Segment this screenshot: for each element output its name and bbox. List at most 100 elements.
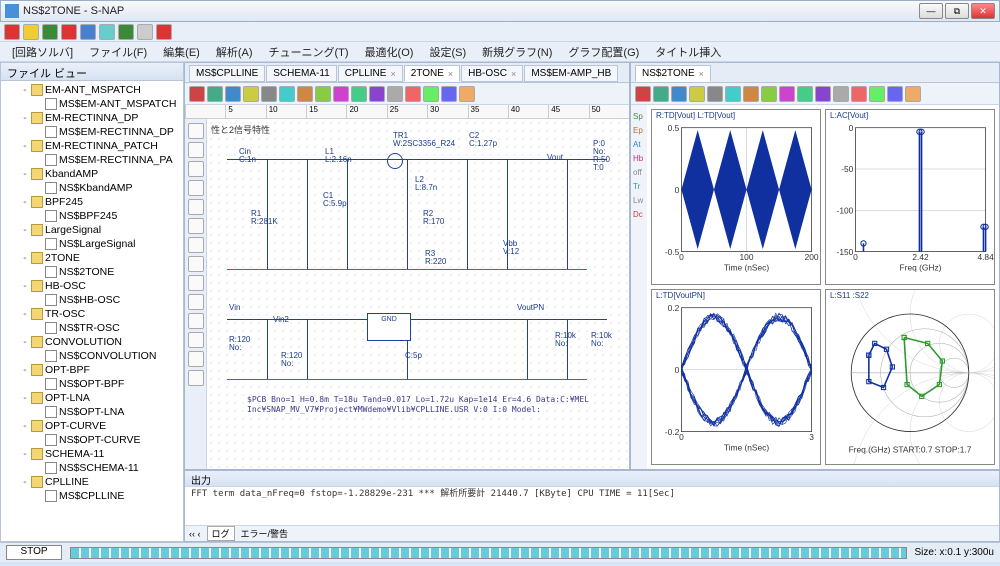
file-tree[interactable]: -EM-ANT_MSPATCHMS$EM-ANT_MSPATCH-EM-RECT… — [1, 81, 183, 541]
tree-node[interactable]: -EM-RECTINNA_DP — [1, 111, 183, 125]
menu-item[interactable]: [回路ソルバ] — [6, 42, 79, 62]
menu-item[interactable]: グラフ配置(G) — [562, 42, 645, 62]
minimize-button[interactable]: — — [919, 3, 943, 19]
tree-node[interactable]: MS$EM-RECTINNA_PA — [1, 153, 183, 167]
tab[interactable]: MS$CPLLINE — [189, 65, 265, 82]
plot-type-label[interactable]: Dc — [631, 209, 647, 223]
tool-icon[interactable] — [869, 86, 885, 102]
tool-icon[interactable] — [905, 86, 921, 102]
plot-smith-chart[interactable]: L:S11 :S22 Freq.(GHz) START:0.7 STOP:1.7 — [825, 289, 995, 465]
tree-node[interactable]: NS$CONVOLUTION — [1, 349, 183, 363]
tool-icon[interactable] — [23, 24, 39, 40]
tool-icon[interactable] — [351, 86, 367, 102]
tree-node[interactable]: NS$BPF245 — [1, 209, 183, 223]
tool-icon[interactable] — [188, 180, 204, 196]
tool-icon[interactable] — [635, 86, 651, 102]
menu-item[interactable]: 編集(E) — [157, 42, 206, 62]
tool-icon[interactable] — [797, 86, 813, 102]
tree-node[interactable]: NS$OPT-BPF — [1, 377, 183, 391]
tool-icon[interactable] — [297, 86, 313, 102]
tree-node[interactable]: NS$LargeSignal — [1, 237, 183, 251]
tree-node[interactable]: NS$OPT-LNA — [1, 405, 183, 419]
tool-icon[interactable] — [188, 123, 204, 139]
tool-icon[interactable] — [833, 86, 849, 102]
tab[interactable]: CPLLINE× — [338, 65, 403, 82]
tree-node[interactable]: MS$EM-ANT_MSPATCH — [1, 97, 183, 111]
tree-node[interactable]: -2TONE — [1, 251, 183, 265]
tool-icon[interactable] — [243, 86, 259, 102]
tool-icon[interactable] — [441, 86, 457, 102]
tool-icon[interactable] — [725, 86, 741, 102]
plot-type-label[interactable]: Tr — [631, 181, 647, 195]
tool-icon[interactable] — [99, 24, 115, 40]
tool-icon[interactable] — [188, 161, 204, 177]
tool-icon[interactable] — [405, 86, 421, 102]
tool-icon[interactable] — [80, 24, 96, 40]
tree-node[interactable]: -SCHEMA-11 — [1, 447, 183, 461]
tool-icon[interactable] — [188, 313, 204, 329]
tab[interactable]: 2TONE× — [404, 65, 460, 82]
schematic-canvas[interactable]: 性と2信号特性 GNDCinC:1nL1L:2.16nTR1W:2SC3356_… — [207, 119, 629, 469]
close-icon[interactable]: × — [390, 69, 395, 79]
tool-icon[interactable] — [188, 332, 204, 348]
tool-icon[interactable] — [156, 24, 172, 40]
output-tab-error[interactable]: エラー/警告 — [241, 527, 289, 540]
tool-icon[interactable] — [815, 86, 831, 102]
plot-type-label[interactable]: Hb — [631, 153, 647, 167]
menu-item[interactable]: 設定(S) — [423, 42, 472, 62]
plot-type-label[interactable]: off — [631, 167, 647, 181]
plot-type-label[interactable]: At — [631, 139, 647, 153]
tool-icon[interactable] — [188, 351, 204, 367]
tree-node[interactable]: NS$OPT-CURVE — [1, 433, 183, 447]
tool-icon[interactable] — [671, 86, 687, 102]
tool-icon[interactable] — [707, 86, 723, 102]
tree-node[interactable]: NS$TR-OSC — [1, 321, 183, 335]
tool-icon[interactable] — [887, 86, 903, 102]
tool-icon[interactable] — [42, 24, 58, 40]
tree-node[interactable]: -OPT-CURVE — [1, 419, 183, 433]
tool-icon[interactable] — [137, 24, 153, 40]
tab[interactable]: HB-OSC× — [461, 65, 523, 82]
tool-icon[interactable] — [761, 86, 777, 102]
tree-node[interactable]: -KbandAMP — [1, 167, 183, 181]
tool-icon[interactable] — [369, 86, 385, 102]
tool-icon[interactable] — [188, 370, 204, 386]
tool-icon[interactable] — [188, 237, 204, 253]
tree-node[interactable]: -CONVOLUTION — [1, 335, 183, 349]
tree-node[interactable]: -LargeSignal — [1, 223, 183, 237]
tree-node[interactable]: -BPF245 — [1, 195, 183, 209]
tool-icon[interactable] — [423, 86, 439, 102]
tree-node[interactable]: -EM-RECTINNA_PATCH — [1, 139, 183, 153]
tool-icon[interactable] — [851, 86, 867, 102]
plot-time-domain[interactable]: R:TD[Vout] L:TD[Vout] 0100200-0.500.5Tim… — [651, 109, 821, 285]
plot-type-label[interactable]: Lw — [631, 195, 647, 209]
close-icon[interactable]: × — [448, 69, 453, 79]
nav-prev-icon[interactable]: ‹‹ ‹ — [189, 529, 201, 539]
maximize-button[interactable]: ⧉ — [945, 3, 969, 19]
plot-spectrum[interactable]: L:AC[Vout] 02.424.84-150-100-500Freq (GH… — [825, 109, 995, 285]
tree-node[interactable]: -EM-ANT_MSPATCH — [1, 83, 183, 97]
tool-icon[interactable] — [261, 86, 277, 102]
tool-icon[interactable] — [188, 275, 204, 291]
tool-icon[interactable] — [188, 294, 204, 310]
tool-icon[interactable] — [189, 86, 205, 102]
tool-icon[interactable] — [188, 256, 204, 272]
tree-node[interactable]: NS$SCHEMA-11 — [1, 461, 183, 475]
tree-node[interactable]: -CPLLINE — [1, 475, 183, 489]
tool-icon[interactable] — [743, 86, 759, 102]
tree-node[interactable]: NS$2TONE — [1, 265, 183, 279]
tree-node[interactable]: -HB-OSC — [1, 279, 183, 293]
tab[interactable]: NS$2TONE× — [635, 65, 711, 82]
tree-node[interactable]: MS$EM-RECTINNA_DP — [1, 125, 183, 139]
tool-icon[interactable] — [188, 218, 204, 234]
tool-icon[interactable] — [333, 86, 349, 102]
close-icon[interactable]: × — [699, 69, 704, 79]
tool-icon[interactable] — [315, 86, 331, 102]
tool-icon[interactable] — [653, 86, 669, 102]
plot-eye-diagram[interactable]: L:TD[VoutPN] 03-0.200.2Time (nSec) — [651, 289, 821, 465]
close-icon[interactable]: × — [511, 69, 516, 79]
tab[interactable]: MS$EM-AMP_HB — [524, 65, 618, 82]
tool-icon[interactable] — [188, 199, 204, 215]
tool-icon[interactable] — [207, 86, 223, 102]
tool-icon[interactable] — [61, 24, 77, 40]
